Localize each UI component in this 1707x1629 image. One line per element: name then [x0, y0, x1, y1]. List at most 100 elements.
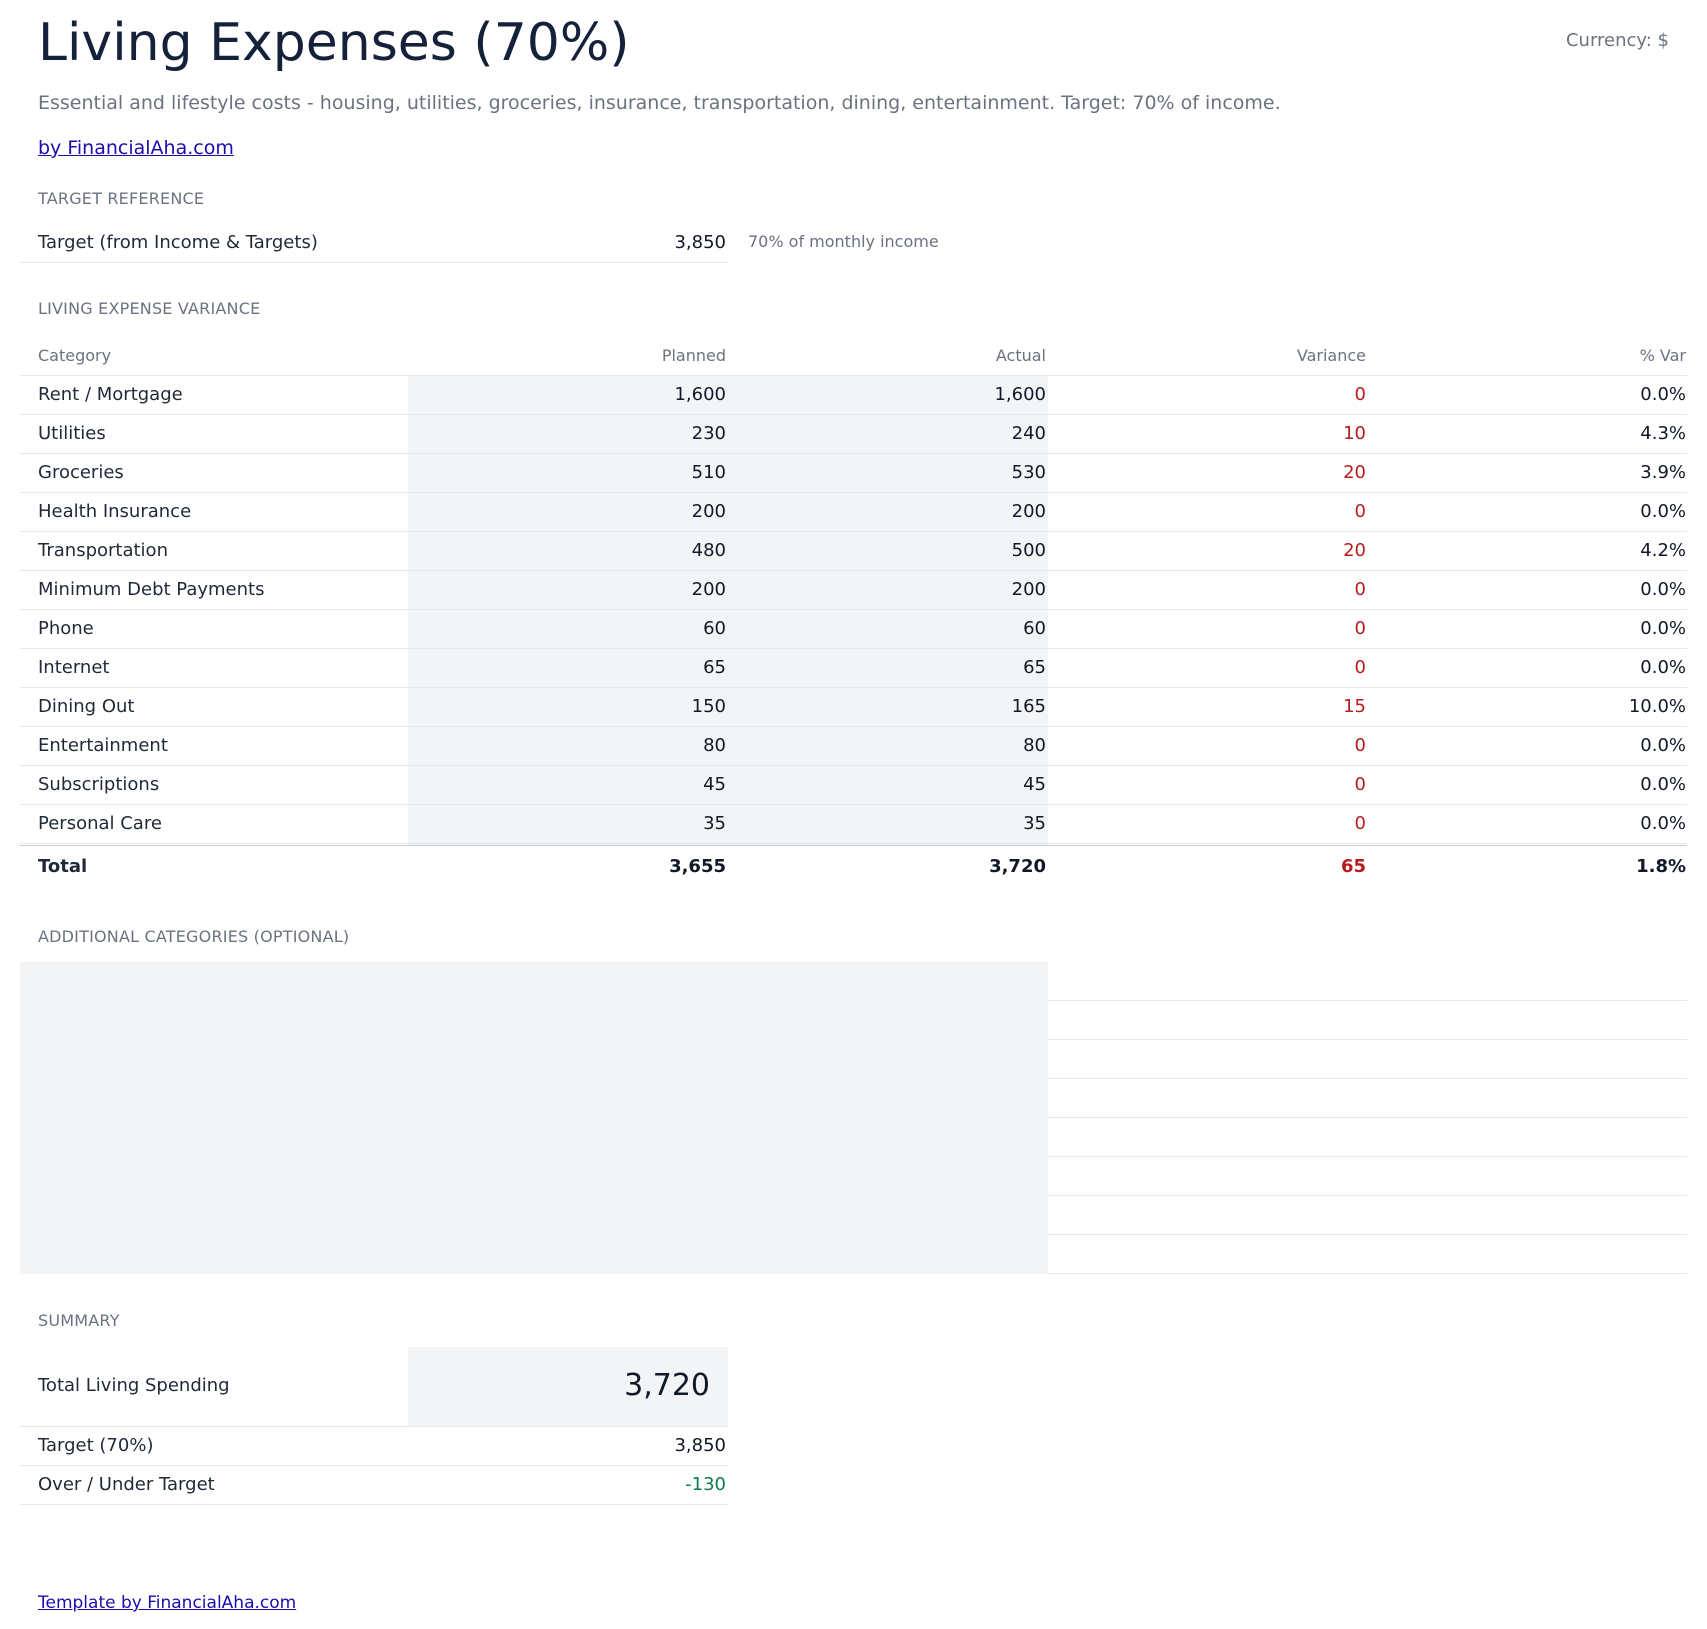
row-pct-var: 0.0%: [1640, 774, 1686, 795]
row-actual[interactable]: 45: [1023, 774, 1046, 795]
row-actual[interactable]: 60: [1023, 618, 1046, 639]
row-planned[interactable]: 510: [691, 462, 726, 483]
target-reference-heading: TARGET REFERENCE: [38, 189, 205, 208]
row-actual[interactable]: 80: [1023, 735, 1046, 756]
col-header-actual: Actual: [995, 346, 1046, 365]
row-variance: 0: [1354, 657, 1366, 678]
row-category: Dining Out: [38, 696, 135, 717]
row-variance: 0: [1354, 618, 1366, 639]
row-actual[interactable]: 200: [1011, 501, 1046, 522]
row-category: Rent / Mortgage: [38, 384, 183, 405]
row-pct-var: 4.2%: [1640, 540, 1686, 561]
summary-over-under-row: Over / Under Target -130: [20, 1466, 729, 1505]
table-row: Entertainment 80 80 0 0.0%: [20, 727, 1687, 766]
row-actual[interactable]: 500: [1011, 540, 1046, 561]
row-planned[interactable]: 200: [691, 579, 726, 600]
row-category: Phone: [38, 618, 94, 639]
row-planned[interactable]: 45: [703, 774, 726, 795]
table-row: Utilities 230 240 10 4.3%: [20, 415, 1687, 454]
summary-target-label: Target (70%): [38, 1435, 154, 1456]
col-header-variance: Variance: [1296, 346, 1366, 365]
page-title: Living Expenses (70%): [38, 13, 630, 73]
additional-row-divider: [1048, 1156, 1687, 1157]
row-planned[interactable]: 230: [691, 423, 726, 444]
row-actual[interactable]: 35: [1023, 813, 1046, 834]
row-actual[interactable]: 530: [1011, 462, 1046, 483]
byline-link[interactable]: by FinancialAha.com: [38, 137, 234, 159]
col-header-category: Category: [38, 346, 112, 365]
summary-over-under-label: Over / Under Target: [38, 1474, 215, 1495]
row-actual[interactable]: 65: [1023, 657, 1046, 678]
total-row: Total 3,655 3,720 65 1.8%: [20, 845, 1687, 884]
footer-link[interactable]: Template by FinancialAha.com: [38, 1593, 297, 1613]
total-variance: 65: [1340, 856, 1366, 877]
table-row: Phone 60 60 0 0.0%: [20, 610, 1687, 649]
row-planned[interactable]: 80: [703, 735, 726, 756]
additional-row-divider: [1048, 1000, 1687, 1001]
total-actual: 3,720: [989, 856, 1046, 877]
page-subtitle: Essential and lifestyle costs - housing,…: [38, 92, 1281, 114]
target-reference-note: 70% of monthly income: [748, 232, 939, 251]
row-variance: 0: [1354, 774, 1366, 795]
table-row: Rent / Mortgage 1,600 1,600 0 0.0%: [20, 376, 1687, 415]
table-row: Health Insurance 200 200 0 0.0%: [20, 493, 1687, 532]
table-row: Internet 65 65 0 0.0%: [20, 649, 1687, 688]
summary-over-under-value: -130: [685, 1474, 726, 1495]
row-variance: 0: [1354, 735, 1366, 756]
row-planned[interactable]: 35: [703, 813, 726, 834]
row-pct-var: 0.0%: [1640, 657, 1686, 678]
currency-label: Currency: $: [1565, 30, 1669, 51]
table-top-divider: [20, 375, 1687, 376]
row-actual[interactable]: 165: [1011, 696, 1046, 717]
row-category: Transportation: [38, 540, 168, 561]
row-planned[interactable]: 65: [703, 657, 726, 678]
additional-row-divider: [1048, 1039, 1687, 1040]
row-category: Utilities: [38, 423, 106, 444]
summary-total-value: 3,720: [624, 1368, 710, 1403]
row-variance: 0: [1354, 813, 1366, 834]
table-row: Transportation 480 500 20 4.2%: [20, 532, 1687, 571]
row-planned[interactable]: 1,600: [674, 384, 726, 405]
row-variance: 15: [1343, 696, 1366, 717]
total-label: Total: [38, 856, 88, 877]
table-row: Dining Out 150 165 15 10.0%: [20, 688, 1687, 727]
row-pct-var: 0.0%: [1640, 618, 1686, 639]
row-variance: 0: [1354, 579, 1366, 600]
target-reference-label: Target (from Income & Targets): [38, 232, 318, 253]
total-planned: 3,655: [669, 856, 726, 877]
row-pct-var: 0.0%: [1640, 501, 1686, 522]
col-header-planned: Planned: [661, 346, 726, 365]
row-category: Personal Care: [38, 813, 162, 834]
additional-row-divider: [1048, 1117, 1687, 1118]
row-planned[interactable]: 60: [703, 618, 726, 639]
row-planned[interactable]: 480: [691, 540, 726, 561]
summary-total-row: Total Living Spending 3,720: [20, 1347, 729, 1427]
row-actual[interactable]: 240: [1011, 423, 1046, 444]
input-shade-planned-actual: [408, 376, 1048, 845]
row-variance: 10: [1343, 423, 1366, 444]
summary-target-row: Target (70%) 3,850: [20, 1427, 729, 1466]
row-variance: 20: [1343, 462, 1366, 483]
table-row: Groceries 510 530 20 3.9%: [20, 454, 1687, 493]
additional-heading: ADDITIONAL CATEGORIES (OPTIONAL): [38, 927, 350, 946]
row-pct-var: 0.0%: [1640, 384, 1686, 405]
row-pct-var: 4.3%: [1640, 423, 1686, 444]
row-variance: 0: [1354, 501, 1366, 522]
row-category: Entertainment: [38, 735, 168, 756]
row-planned[interactable]: 200: [691, 501, 726, 522]
row-pct-var: 10.0%: [1628, 696, 1686, 717]
row-category: Internet: [38, 657, 110, 678]
target-reference-row: Target (from Income & Targets) 3,850: [20, 224, 728, 263]
table-row: Minimum Debt Payments 200 200 0 0.0%: [20, 571, 1687, 610]
row-category: Groceries: [38, 462, 124, 483]
total-pct-var: 1.8%: [1636, 856, 1686, 877]
row-category: Health Insurance: [38, 501, 192, 522]
additional-input-area[interactable]: [20, 962, 1048, 1274]
row-actual[interactable]: 200: [1011, 579, 1046, 600]
additional-row-divider: [1048, 1273, 1687, 1274]
row-actual[interactable]: 1,600: [994, 384, 1046, 405]
table-row: Subscriptions 45 45 0 0.0%: [20, 766, 1687, 805]
row-category: Subscriptions: [38, 774, 160, 795]
row-planned[interactable]: 150: [691, 696, 726, 717]
row-pct-var: 0.0%: [1640, 813, 1686, 834]
